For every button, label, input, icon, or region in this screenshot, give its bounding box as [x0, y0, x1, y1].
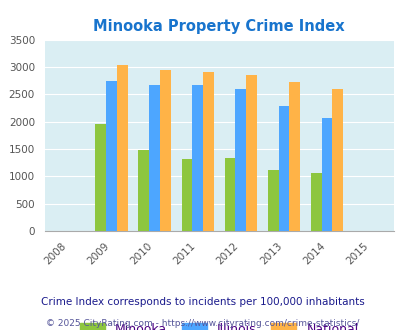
Bar — [117, 65, 127, 231]
Bar — [245, 75, 256, 231]
Title: Minooka Property Crime Index: Minooka Property Crime Index — [93, 19, 344, 34]
Text: Crime Index corresponds to incidents per 100,000 inhabitants: Crime Index corresponds to incidents per… — [41, 297, 364, 307]
Bar — [192, 85, 202, 231]
Bar — [224, 158, 235, 231]
Text: © 2025 CityRating.com - https://www.cityrating.com/crime-statistics/: © 2025 CityRating.com - https://www.city… — [46, 319, 359, 328]
Bar — [106, 81, 117, 231]
Bar — [202, 72, 213, 231]
Bar — [235, 89, 245, 231]
Bar — [160, 70, 171, 231]
Bar — [138, 149, 149, 231]
Bar — [267, 170, 278, 231]
Bar — [321, 118, 332, 231]
Legend: Minooka, Illinois, National: Minooka, Illinois, National — [75, 318, 363, 330]
Bar — [278, 106, 289, 231]
Bar — [181, 159, 192, 231]
Bar — [149, 85, 160, 231]
Bar — [332, 89, 342, 231]
Bar — [310, 173, 321, 231]
Bar — [289, 82, 299, 231]
Bar — [95, 124, 106, 231]
